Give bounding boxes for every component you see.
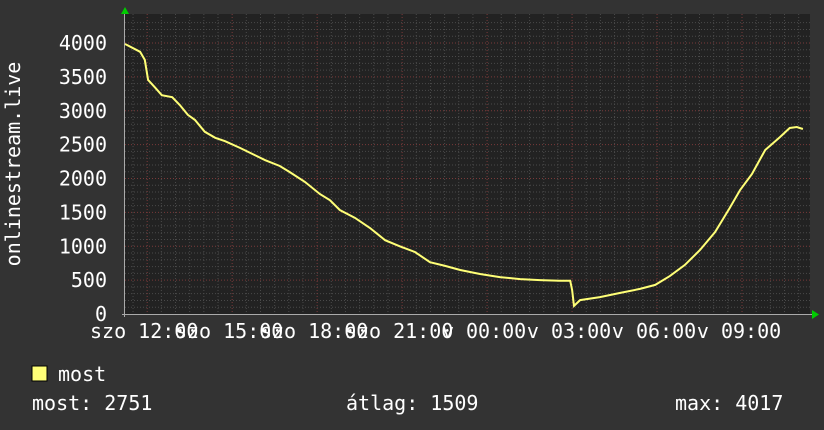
stat-current: most: 2751 — [32, 391, 152, 415]
x-tick-label: v 09:00 — [697, 319, 781, 343]
stat-average: átlag: 1509 — [346, 391, 478, 415]
y-tick-label: 500 — [71, 268, 107, 292]
legend-swatch-most — [31, 365, 48, 382]
x-tick-label: v 03:00 — [527, 319, 611, 343]
y-tick-label: 1500 — [59, 200, 107, 224]
x-tick-label: szo 18:00 — [260, 319, 368, 343]
x-tick-label: szo 12:00 — [90, 319, 198, 343]
y-tick-label: 2500 — [59, 133, 107, 157]
x-tick-label: v 06:00 — [612, 319, 696, 343]
y-tick-labels: 0 500 1000 1500 2000 2500 3000 3500 4000 — [59, 31, 107, 326]
x-tick-label: szo 15:00 — [175, 319, 283, 343]
x-tick-label: szo 21:00 — [345, 319, 453, 343]
stat-max: max: 4017 — [675, 391, 783, 415]
y-tick-label: 2000 — [59, 167, 107, 191]
x-tick-label: v 00:00 — [442, 319, 526, 343]
plot-area — [125, 14, 810, 314]
y-tick-label: 3500 — [59, 65, 107, 89]
y-tick-label: 1000 — [59, 234, 107, 258]
y-axis-arrow-icon — [121, 7, 129, 14]
legend-label-most: most — [58, 362, 106, 386]
y-axis-label: onlinestream.live — [1, 62, 25, 267]
x-axis-arrow-icon — [812, 310, 819, 319]
grid — [125, 14, 810, 314]
y-tick-label: 0 — [95, 302, 107, 326]
series-line-most — [124, 43, 804, 309]
y-tick-label: 3000 — [59, 99, 107, 123]
y-tick-label: 4000 — [59, 31, 107, 55]
